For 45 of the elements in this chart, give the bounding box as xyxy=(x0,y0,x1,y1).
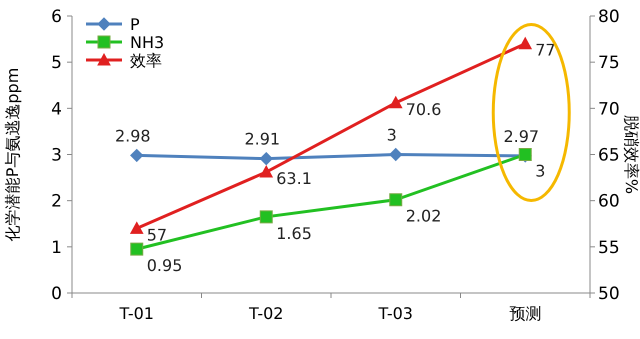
y-tick-label: 0 xyxy=(51,284,62,304)
data-label: 1.65 xyxy=(276,224,312,243)
point xyxy=(260,152,273,166)
y-tick-label: 3 xyxy=(51,146,62,166)
point xyxy=(389,193,402,206)
data-label: 3 xyxy=(535,162,546,180)
y-tick-label: 4 xyxy=(51,99,62,120)
y2-tick-label: 80 xyxy=(598,7,620,27)
data-label: 3 xyxy=(386,126,397,144)
point xyxy=(130,222,144,234)
y2-tick-label: 75 xyxy=(598,53,620,74)
data-label: 2.91 xyxy=(244,130,280,149)
data-label: 57 xyxy=(146,225,168,244)
point xyxy=(130,242,144,256)
y-tick-label: 6 xyxy=(51,7,62,27)
point xyxy=(260,210,273,224)
point xyxy=(389,96,402,108)
y-tick-label: 5 xyxy=(51,53,62,74)
data-label: 63.1 xyxy=(276,169,312,188)
data-label: 2.98 xyxy=(114,126,151,146)
point xyxy=(389,148,402,161)
legend-label: P xyxy=(130,15,140,34)
data-label: 77 xyxy=(535,40,556,60)
y2-tick-label: 70 xyxy=(598,99,620,120)
data-label: 2.97 xyxy=(503,126,540,146)
y2-tick-label: 50 xyxy=(598,284,620,304)
x-tick-label: T-02 xyxy=(248,304,284,323)
data-label: 2.02 xyxy=(406,206,442,226)
data-label: 0.95 xyxy=(146,256,182,276)
x-tick-label: T-01 xyxy=(118,304,154,323)
legend-label: 效率 xyxy=(130,51,162,70)
y-tick-label: 1 xyxy=(51,238,62,258)
point xyxy=(260,166,273,178)
y-tick-label: 2 xyxy=(51,192,62,212)
legend-label: NH3 xyxy=(130,33,164,52)
y2-tick-label: 55 xyxy=(598,238,620,258)
x-tick-label: 预测 xyxy=(509,304,542,323)
y2-axis-title: 脱硝效率% xyxy=(622,114,640,194)
y-axis-title: 化学潜能P与氨逃逸ppm xyxy=(3,68,22,242)
point xyxy=(130,148,144,162)
data-label: 70.6 xyxy=(406,100,442,119)
x-tick-label: T-03 xyxy=(378,304,413,323)
point xyxy=(518,37,532,50)
y2-tick-label: 65 xyxy=(598,146,620,166)
y2-tick-label: 60 xyxy=(598,192,620,212)
